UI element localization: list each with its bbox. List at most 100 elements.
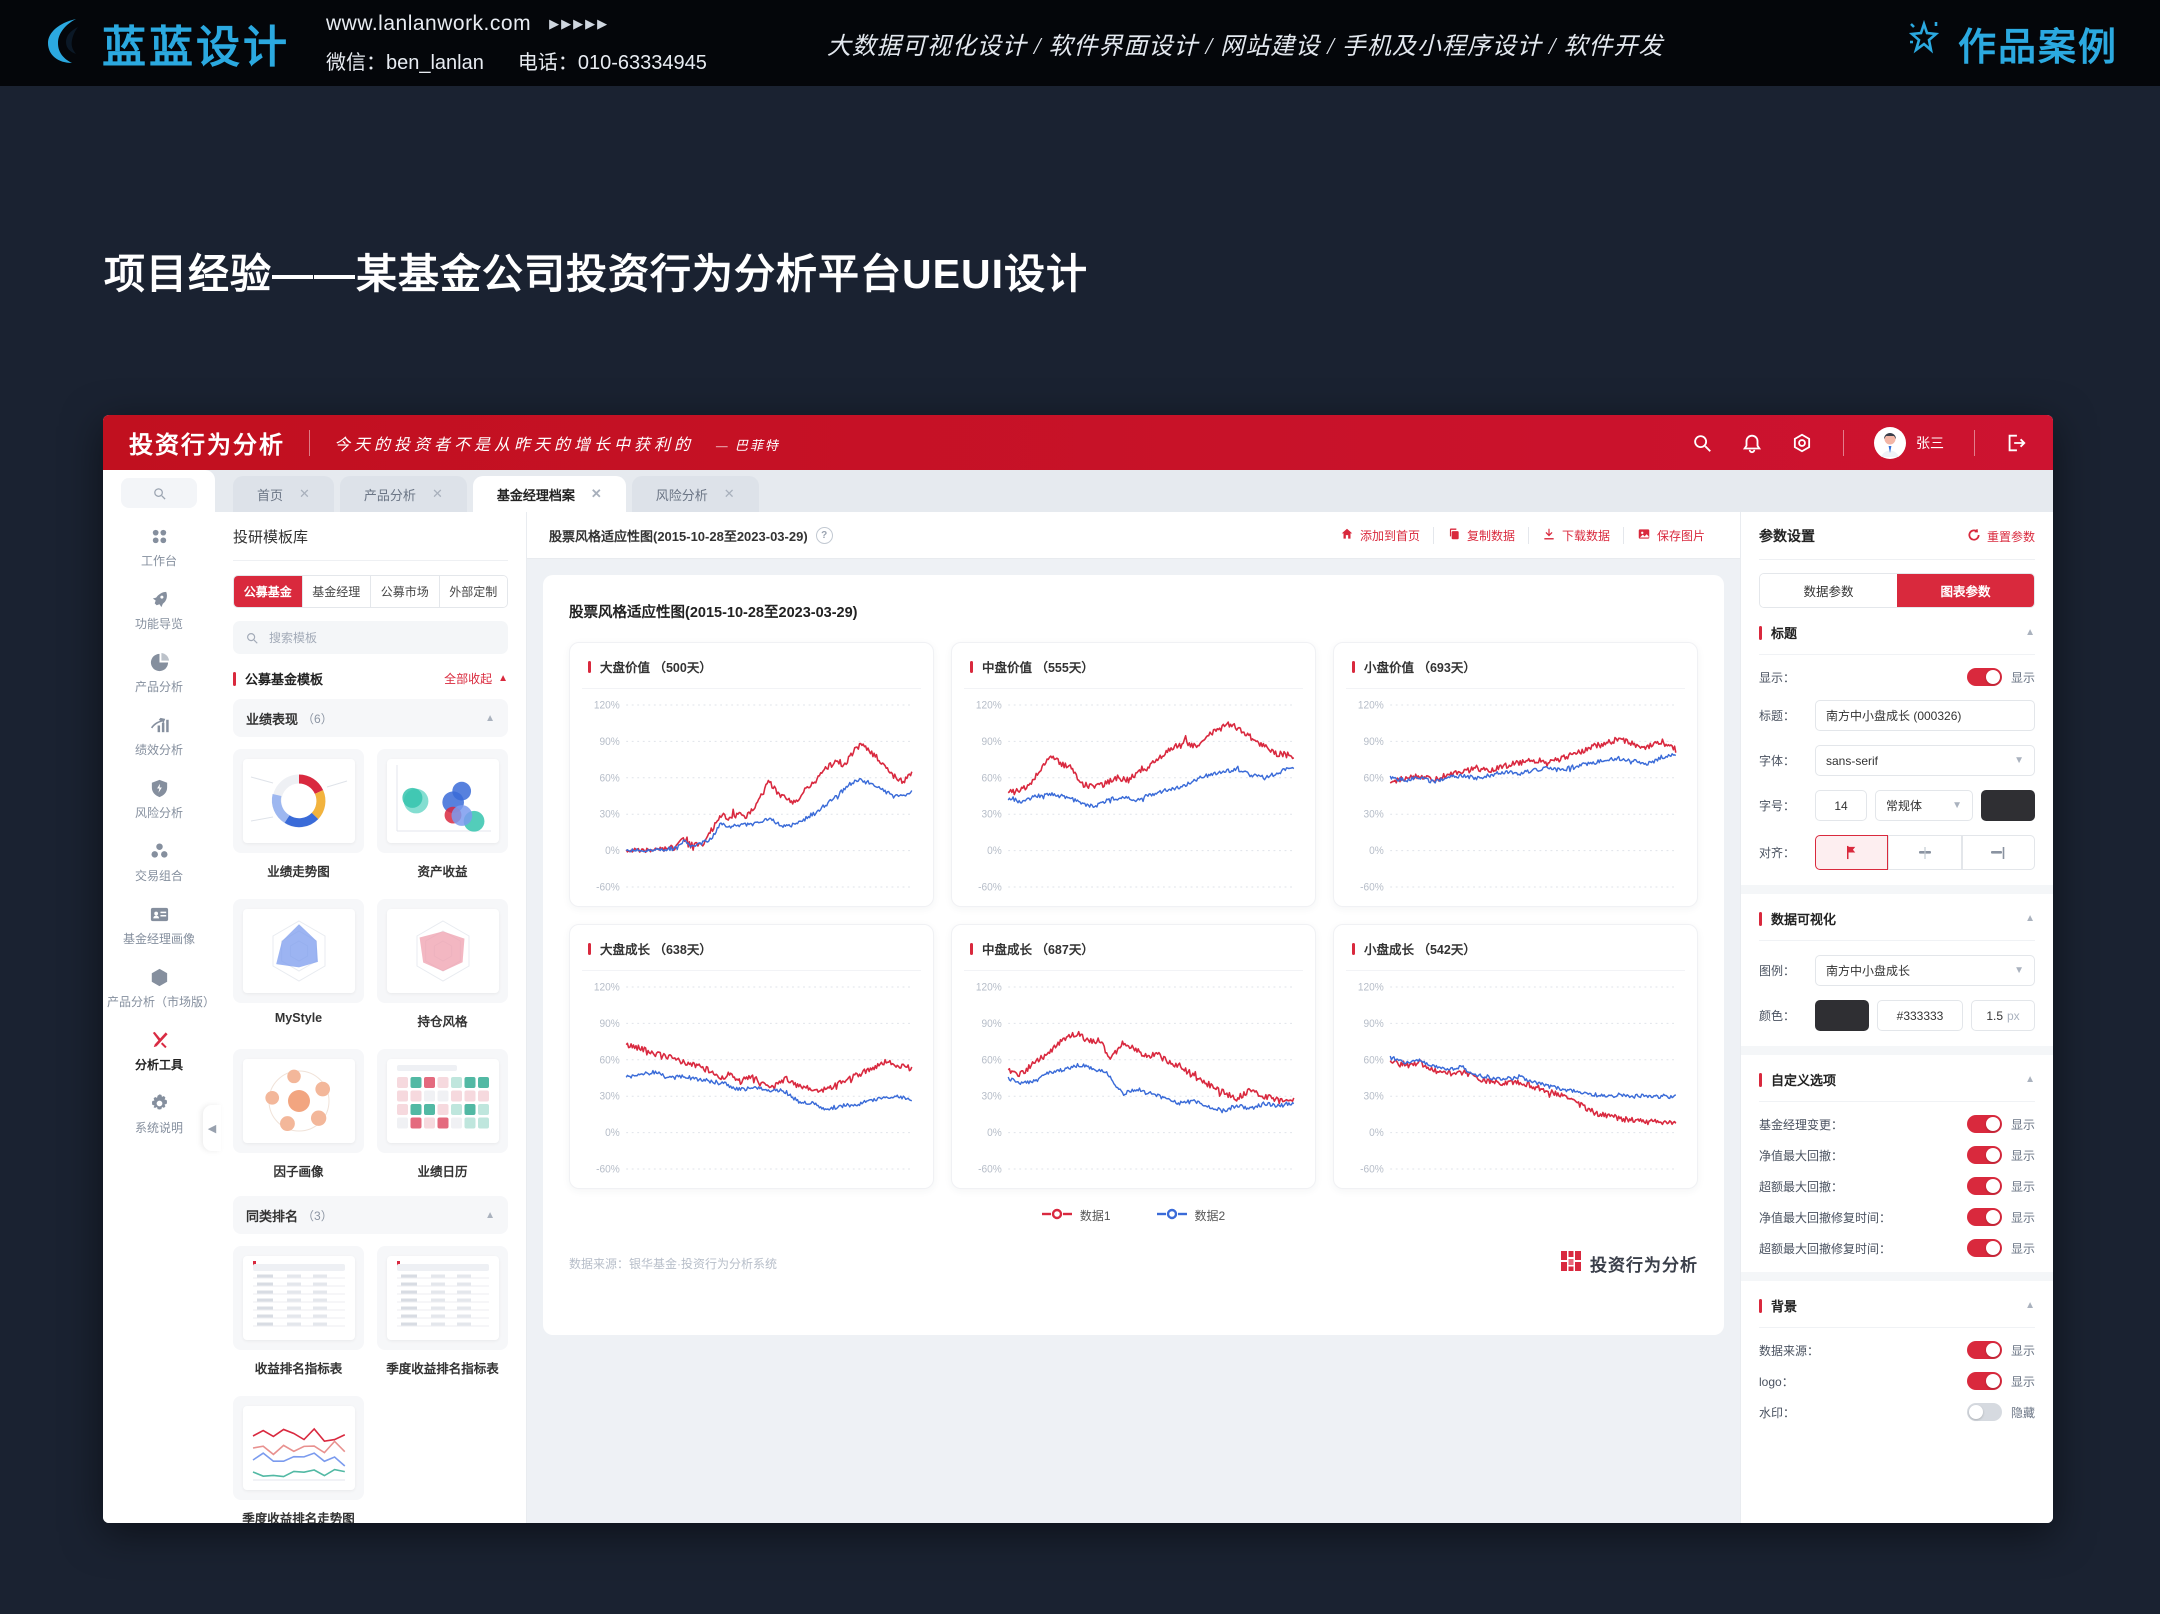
title-text-input[interactable]: 南方中小盘成长 (000326) (1815, 700, 2035, 731)
align-right-button[interactable] (1961, 835, 2035, 870)
template-item-收益排名指标表[interactable]: 收益排名指标表 (233, 1246, 364, 1383)
sidebar-item-交易组合[interactable]: 交易组合 (103, 841, 215, 883)
chevron-up-icon: ▲ (485, 712, 495, 724)
custom-toggle[interactable] (1966, 1146, 2002, 1164)
portfolio-link[interactable]: 作品案例 (1902, 16, 2118, 71)
sidebar-item-基金经理画像[interactable]: 基金经理画像 (103, 904, 215, 946)
title-color-swatch[interactable] (1981, 790, 2035, 821)
action-添加到首页[interactable]: 添加到首页 (1327, 527, 1433, 544)
svg-text:120%: 120% (1358, 981, 1384, 993)
sidebar-item-产品分析（市场版）[interactable]: 产品分析（市场版） (103, 967, 215, 1009)
sidebar-item-系统说明[interactable]: 系统说明 (103, 1093, 215, 1135)
tab-label: 基金经理档案 (496, 487, 575, 503)
custom-toggle[interactable] (1966, 1115, 2002, 1133)
gear-icon[interactable] (1791, 432, 1813, 454)
template-tab-基金经理[interactable]: 基金经理 (302, 576, 371, 607)
background-toggle[interactable] (1966, 1372, 2002, 1390)
svg-text:-60%: -60% (596, 1163, 620, 1175)
legend-item-数据1[interactable]: 数据1 (1041, 1207, 1111, 1224)
panel-collapse-handle[interactable]: ◀ (203, 1105, 221, 1151)
reset-params-button[interactable]: 重置参数 (1967, 528, 2035, 545)
site-logo[interactable]: 蓝蓝设计 (42, 11, 290, 75)
line-color-input[interactable]: #333333 (1877, 1000, 1963, 1031)
template-item-业绩走势图[interactable]: 业绩走势图 (233, 749, 364, 886)
section-header-viz[interactable]: 数据可视化 ▲ (1759, 909, 2035, 941)
tab-close-icon[interactable]: ✕ (299, 486, 310, 501)
user-chip[interactable]: 张三 (1874, 426, 1944, 459)
template-item-季度收益排名指标表[interactable]: 季度收益排名指标表 (377, 1246, 508, 1383)
sidebar-item-工作台[interactable]: 工作台 (103, 526, 215, 568)
svg-text:60%: 60% (1364, 772, 1385, 784)
chart-card-title: 小盘价值 （693天） (1364, 661, 1476, 675)
custom-row-基金经理变更：: 基金经理变更： 显示 (1759, 1115, 2035, 1133)
tab-close-icon[interactable]: ✕ (723, 486, 735, 501)
line-color-swatch[interactable] (1815, 1000, 1869, 1031)
title-show-toggle[interactable] (1966, 668, 2002, 686)
red-tick-decoration (1759, 911, 1762, 926)
action-下载数据[interactable]: 下载数据 (1527, 526, 1623, 544)
template-item-季度收益排名走势图[interactable]: 季度收益排名走势图 (233, 1396, 364, 1523)
align-left-button[interactable] (1815, 835, 1889, 870)
tab-基金经理档案[interactable]: 基金经理档案 ✕ (472, 476, 626, 512)
template-section-header-业绩表现[interactable]: 业绩表现 （6） ▲ (233, 699, 508, 737)
legend-item-数据2[interactable]: 数据2 (1156, 1207, 1225, 1224)
params-tab-数据参数[interactable]: 数据参数 (1760, 574, 1897, 607)
legend-select[interactable]: 南方中小盘成长 ▼ (1815, 955, 2035, 986)
template-item-因子画像[interactable]: 因子画像 (233, 1049, 364, 1186)
tab-首页[interactable]: 首页 ✕ (233, 476, 334, 512)
sidebar-item-风险分析[interactable]: 风险分析 (103, 778, 215, 820)
template-item-资产收益[interactable]: 资产收益 (377, 749, 508, 886)
action-复制数据[interactable]: 复制数据 (1432, 526, 1528, 544)
font-weight-select[interactable]: 常规体 ▼ (1875, 790, 1973, 821)
tab-close-icon[interactable]: ✕ (590, 486, 602, 501)
chart-card-header: 中盘成长 （687天） (964, 939, 1303, 971)
template-panel-title: 投研模板库 (233, 526, 508, 561)
tab-close-icon[interactable]: ✕ (431, 486, 443, 501)
template-item-MyStyle[interactable]: MyStyle (233, 899, 364, 1036)
search-icon[interactable] (1691, 432, 1713, 454)
red-tick-decoration (588, 660, 591, 673)
template-search-input[interactable]: 搜索模板 (233, 621, 508, 654)
template-section-header-同类排名[interactable]: 同类排名 （3） ▲ (233, 1196, 508, 1234)
background-toggle[interactable] (1966, 1341, 2002, 1359)
custom-toggle[interactable] (1966, 1239, 2002, 1257)
logout-icon[interactable] (2005, 432, 2027, 454)
custom-row-超额最大回撤：: 超额最大回撤： 显示 (1759, 1177, 2035, 1195)
sidebar-item-分析工具[interactable]: 分析工具 (103, 1030, 215, 1072)
align-center-button[interactable] (1888, 835, 1962, 870)
template-tab-外部定制[interactable]: 外部定制 (439, 576, 507, 607)
sidebar-item-绩效分析[interactable]: 绩效分析 (103, 715, 215, 757)
font-select[interactable]: sans-serif ▼ (1815, 745, 2035, 776)
chevron-down-icon: ▼ (2014, 755, 2024, 766)
background-toggle[interactable] (1966, 1403, 2002, 1421)
info-icon[interactable]: ? (815, 526, 833, 544)
custom-row-净值最大回撤修复时间：: 净值最大回撤修复时间： 显示 (1759, 1208, 2035, 1226)
bell-icon[interactable] (1741, 432, 1763, 454)
chart-card-中盘成长: 中盘成长 （687天） 120% 90% 60% 30% 0% -60% (951, 924, 1316, 1189)
site-url[interactable]: www.lanlanwork.com (326, 11, 532, 35)
font-size-input[interactable]: 14 (1815, 790, 1867, 821)
collapse-all-button[interactable]: 全部收起 ▲ (444, 672, 508, 686)
custom-toggle[interactable] (1966, 1208, 2002, 1226)
template-thumbnail (377, 1246, 508, 1350)
section-header-title[interactable]: 标题 ▲ (1759, 623, 2035, 655)
chart-card-title: 中盘成长 （687天） (982, 943, 1094, 957)
tab-产品分析[interactable]: 产品分析 ✕ (339, 476, 467, 512)
template-tab-公募基金[interactable]: 公募基金 (234, 576, 303, 607)
tab-风险分析[interactable]: 风险分析 ✕ (631, 476, 759, 512)
section-header-background[interactable]: 背景 ▲ (1759, 1296, 2035, 1328)
rail-search-input[interactable] (121, 478, 197, 508)
portfolio-label: 作品案例 (1957, 26, 2118, 69)
magic-wand-icon (1902, 16, 1946, 70)
line-width-input[interactable]: 1.5 px (1971, 1000, 2035, 1031)
template-item-持仓风格[interactable]: 持仓风格 (377, 899, 508, 1036)
sidebar-item-功能导览[interactable]: 功能导览 (103, 589, 215, 631)
params-tab-图表参数[interactable]: 图表参数 (1897, 574, 2034, 607)
template-item-label: MyStyle (274, 1011, 323, 1025)
custom-toggle[interactable] (1966, 1177, 2002, 1195)
template-item-业绩日历[interactable]: 业绩日历 (377, 1049, 508, 1186)
section-header-custom[interactable]: 自定义选项 ▲ (1759, 1070, 2035, 1102)
action-保存图片[interactable]: 保存图片 (1622, 526, 1718, 544)
template-tab-公募市场[interactable]: 公募市场 (371, 576, 440, 607)
sidebar-item-产品分析[interactable]: 产品分析 (103, 652, 215, 694)
